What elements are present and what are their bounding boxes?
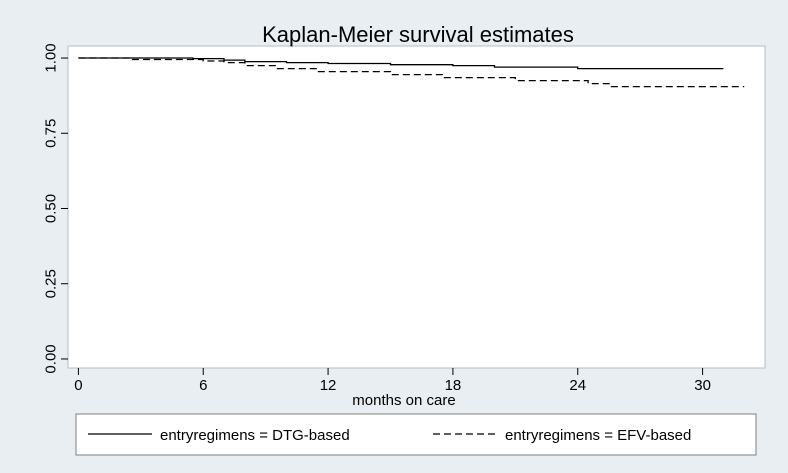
y-tick-label: 0.00 [42, 344, 59, 373]
chart-title: Kaplan-Meier survival estimates [262, 22, 574, 47]
legend: entryregimens = DTG-based entryregimens … [75, 413, 757, 456]
y-tick-label: 0.75 [42, 119, 59, 148]
legend-label-dtg: entryregimens = DTG-based [160, 427, 350, 444]
y-tick-label: 0.25 [42, 269, 59, 298]
x-tick-label: 6 [199, 377, 207, 394]
legend-label-efv: entryregimens = EFV-based [505, 427, 691, 444]
series-lines [78, 57, 745, 88]
x-axis: 0 6 12 18 24 30 [74, 368, 711, 394]
x-tick-label: 24 [569, 377, 586, 394]
x-axis-label: months on care [352, 392, 455, 409]
x-tick-label: 0 [74, 377, 82, 394]
y-tick-label: 0.50 [42, 194, 59, 223]
x-tick-label: 18 [445, 377, 462, 394]
x-tick-label: 12 [320, 377, 337, 394]
series-line-efv [78, 57, 745, 88]
y-tick-label: 1.00 [42, 43, 59, 72]
x-tick-label: 30 [694, 377, 711, 394]
legend-box [75, 413, 757, 456]
y-axis: 0.00 0.25 0.50 0.75 1.00 [42, 43, 68, 374]
series-line-dtg [78, 57, 724, 70]
plot-area [67, 45, 766, 369]
